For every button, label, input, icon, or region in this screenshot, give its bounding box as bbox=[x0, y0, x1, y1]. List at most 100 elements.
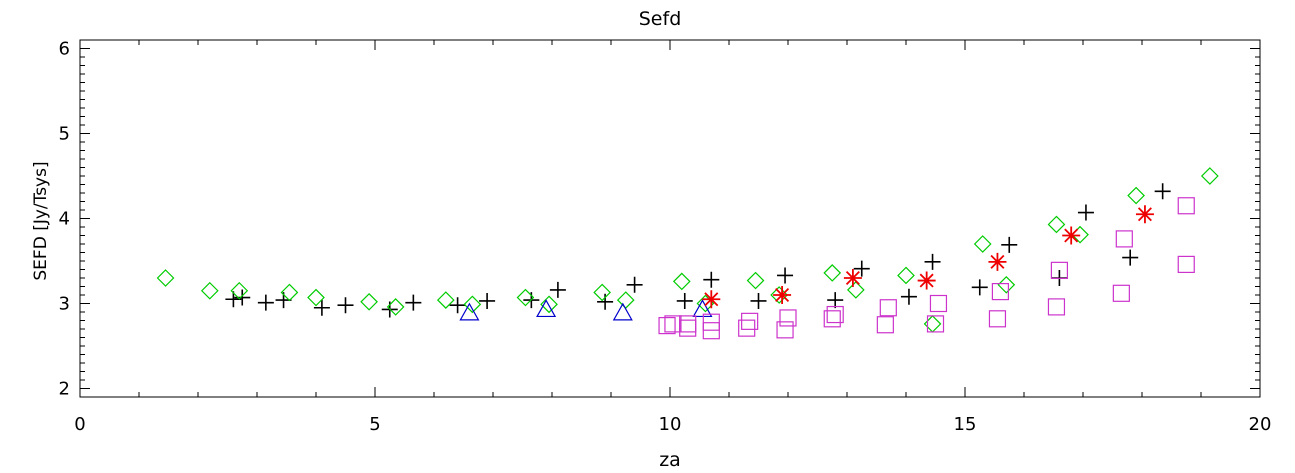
diamond-marker bbox=[516, 288, 535, 307]
asterisk-marker bbox=[1062, 226, 1081, 245]
square-marker bbox=[823, 310, 841, 328]
y-tick-label: 6 bbox=[59, 39, 70, 60]
series-square bbox=[658, 197, 1195, 340]
square-marker bbox=[1112, 284, 1130, 302]
square-marker bbox=[988, 310, 1007, 328]
diamond-marker bbox=[847, 281, 865, 299]
plus-marker bbox=[924, 253, 941, 270]
data-markers bbox=[156, 167, 1219, 340]
y-tick-label: 5 bbox=[59, 124, 70, 145]
plus-marker bbox=[900, 288, 917, 305]
diamond-marker bbox=[200, 281, 219, 300]
plus-marker bbox=[703, 271, 720, 288]
square-marker bbox=[991, 283, 1010, 301]
square-marker bbox=[1047, 298, 1066, 316]
square-marker bbox=[776, 321, 794, 339]
diamond-marker bbox=[307, 288, 325, 307]
diamond-marker bbox=[973, 235, 992, 253]
diamond-marker bbox=[1047, 215, 1066, 234]
y-tick-label: 2 bbox=[59, 379, 70, 400]
x-tick-label: 15 bbox=[954, 414, 977, 435]
asterisk-marker bbox=[773, 286, 792, 304]
plus-marker bbox=[777, 267, 794, 284]
x-tick-label: 0 bbox=[74, 414, 85, 435]
square-marker bbox=[702, 313, 720, 331]
diamond-marker bbox=[540, 295, 558, 314]
square-marker bbox=[826, 305, 844, 324]
series-plus bbox=[225, 183, 1171, 318]
square-marker bbox=[679, 315, 697, 333]
plus-marker bbox=[853, 260, 870, 277]
diamond-marker bbox=[386, 298, 405, 316]
axis-tick-labels: 0 5 10 15 20 2 3 4 5 6 bbox=[59, 39, 1272, 436]
y-axis-label: SEFD [Jy/Tsys] bbox=[31, 161, 51, 280]
triangle-marker bbox=[459, 302, 480, 321]
triangle-marker bbox=[692, 299, 713, 318]
diamond-marker bbox=[1127, 186, 1145, 205]
plus-marker bbox=[405, 294, 422, 311]
square-marker bbox=[679, 319, 697, 337]
asterisk-marker bbox=[1135, 205, 1154, 224]
plus-marker bbox=[676, 292, 693, 309]
plus-marker bbox=[234, 289, 251, 306]
square-marker bbox=[929, 294, 948, 313]
plus-marker bbox=[479, 292, 496, 309]
diamond-marker bbox=[463, 295, 482, 314]
plus-marker bbox=[337, 297, 354, 314]
square-marker bbox=[738, 319, 756, 337]
diamond-marker bbox=[360, 292, 378, 311]
plus-marker bbox=[971, 279, 988, 296]
diamond-marker bbox=[997, 275, 1016, 294]
plus-marker bbox=[597, 293, 614, 310]
plus-marker bbox=[1154, 183, 1171, 200]
square-marker bbox=[1177, 255, 1195, 273]
x-axis-label: za bbox=[659, 449, 681, 471]
plot-frame bbox=[79, 39, 1261, 398]
plus-marker bbox=[1122, 249, 1139, 266]
square-marker bbox=[879, 299, 897, 317]
square-marker bbox=[664, 315, 682, 333]
square-marker bbox=[741, 312, 759, 330]
x-tick-label: 20 bbox=[1249, 414, 1272, 435]
diamond-marker bbox=[897, 266, 915, 285]
triangle-marker bbox=[536, 299, 557, 318]
square-marker bbox=[876, 316, 894, 334]
asterisk-marker bbox=[917, 271, 936, 290]
diamond-marker bbox=[436, 291, 455, 309]
plus-marker bbox=[257, 294, 274, 311]
plus-marker bbox=[313, 299, 330, 316]
series-diamond bbox=[156, 167, 1219, 333]
plus-marker bbox=[626, 276, 643, 293]
diamond-marker bbox=[672, 272, 691, 291]
y-tick-label: 4 bbox=[59, 209, 70, 230]
asterisk-marker bbox=[843, 269, 862, 287]
square-marker bbox=[1177, 197, 1195, 215]
square-marker bbox=[1050, 261, 1069, 279]
square-marker bbox=[658, 317, 676, 335]
chart-title: Sefd bbox=[639, 8, 682, 30]
diamond-marker bbox=[593, 283, 611, 302]
plus-marker bbox=[225, 291, 242, 308]
axis-ticks bbox=[79, 39, 1261, 397]
square-marker bbox=[1115, 230, 1133, 248]
y-tick-label: 3 bbox=[59, 294, 70, 315]
plus-marker bbox=[1077, 204, 1094, 221]
diamond-marker bbox=[230, 281, 249, 300]
square-marker bbox=[926, 315, 945, 333]
diamond-marker bbox=[280, 283, 299, 302]
diamond-marker bbox=[746, 271, 765, 290]
plus-marker bbox=[827, 292, 844, 309]
x-tick-label: 5 bbox=[369, 414, 380, 435]
x-tick-label: 10 bbox=[659, 414, 682, 435]
diamond-marker bbox=[616, 291, 635, 309]
diamond-marker bbox=[156, 269, 175, 287]
asterisk-marker bbox=[988, 252, 1007, 271]
square-marker bbox=[779, 309, 797, 327]
plus-marker bbox=[750, 292, 767, 309]
series-triangle bbox=[459, 299, 713, 321]
series-asterisk bbox=[702, 205, 1154, 309]
plus-marker bbox=[549, 281, 566, 298]
asterisk-marker bbox=[702, 290, 721, 309]
diamond-marker bbox=[823, 264, 842, 282]
